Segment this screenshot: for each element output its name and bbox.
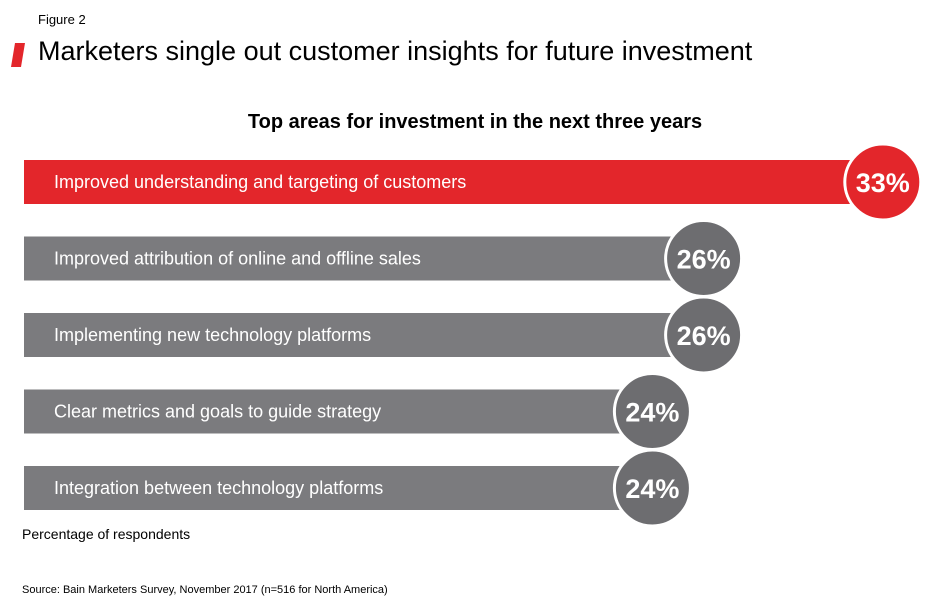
bar <box>24 160 869 204</box>
value-circle <box>664 295 744 375</box>
chart-title: Top areas for investment in the next thr… <box>247 111 703 133</box>
source-note: Source: Bain Marketers Survey, November … <box>22 584 388 596</box>
footnote: Percentage of respondents <box>22 526 191 542</box>
data-label: 24% <box>625 474 679 504</box>
bar-label: Implementing new technology platforms <box>54 325 371 345</box>
figure-label: Figure 2 <box>38 12 86 27</box>
value-circle <box>612 448 692 528</box>
data-label: 26% <box>677 245 731 275</box>
value-circle <box>843 142 923 222</box>
bar <box>24 236 690 281</box>
bar-group: Clear metrics and goals to guide strateg… <box>24 372 692 451</box>
bar-label: Improved understanding and targeting of … <box>54 172 466 192</box>
data-label: 26% <box>677 321 731 351</box>
bar-label: Integration between technology platforms <box>54 478 383 498</box>
title-accent-mark <box>11 43 25 67</box>
bar-group: Integration between technology platforms… <box>24 448 692 528</box>
bar-label: Improved attribution of online and offli… <box>54 249 421 269</box>
bar-group: Implementing new technology platforms 26% <box>24 295 744 375</box>
data-label: 24% <box>625 398 679 428</box>
main-title: Marketers single out customer insights f… <box>38 36 753 66</box>
data-label: 33% <box>856 168 910 198</box>
bar <box>24 466 639 510</box>
bar-group: Improved attribution of online and offli… <box>24 219 744 298</box>
bar <box>24 389 639 434</box>
bar-label: Clear metrics and goals to guide strateg… <box>54 402 381 422</box>
bar <box>24 313 690 357</box>
bar-group: Improved understanding and targeting of … <box>24 142 923 222</box>
